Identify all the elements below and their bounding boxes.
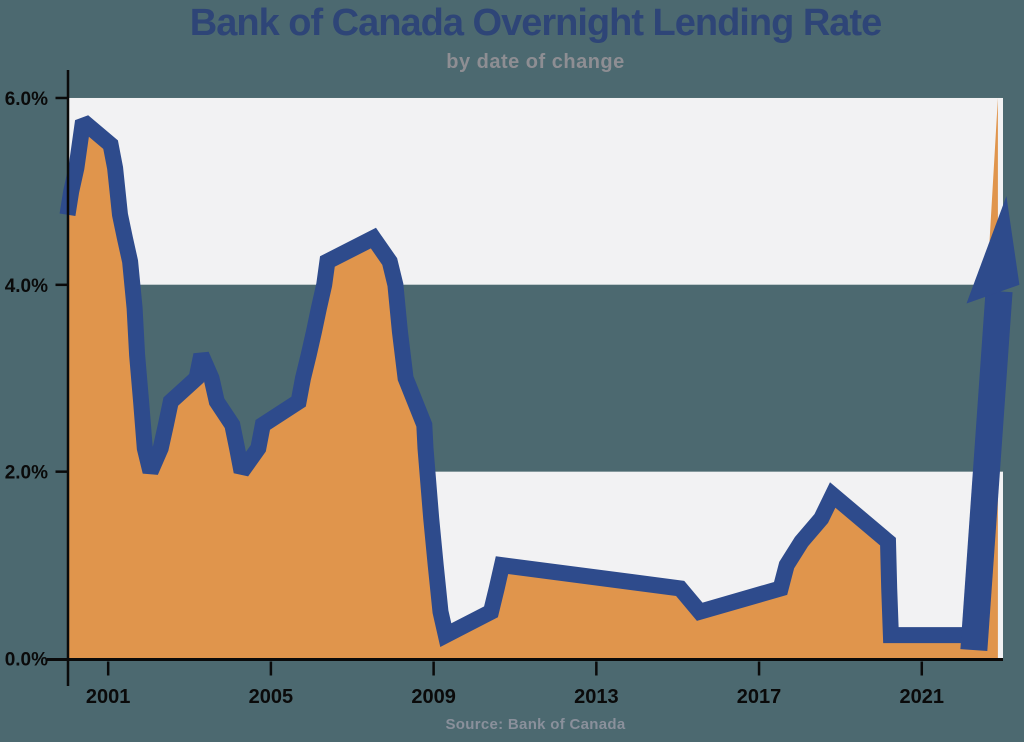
chart-subtitle: by date of change [446,51,625,73]
source-note: Source: Bank of Canada [445,716,626,733]
chart-title: Bank of Canada Overnight Lending Rate [189,2,882,44]
y-tick-label: 6.0% [5,89,48,110]
up-arrow-shaft [960,290,1013,652]
rate-line [59,115,967,647]
x-tick-label: 2005 [249,686,294,708]
x-tick-label: 2001 [86,686,131,708]
y-tick-labels: 0.0% 2.0% 4.0% 6.0% [5,89,48,671]
x-axis [47,658,1003,676]
rate-area [67,98,998,659]
x-tick-label: 2013 [574,686,619,708]
x-tick-label: 2017 [737,686,782,708]
x-tick-label: 2021 [900,686,945,708]
y-tick-label: 0.0% [5,650,48,671]
up-arrow-icon [960,196,1020,652]
x-tick-labels: 2001 2005 2009 2013 2017 2021 [86,686,944,708]
y-tick-label: 4.0% [5,276,48,297]
x-tick-label: 2009 [411,686,456,708]
y-axis [55,70,70,686]
y-tick-label: 2.0% [5,463,48,484]
up-arrow-head [966,196,1020,304]
